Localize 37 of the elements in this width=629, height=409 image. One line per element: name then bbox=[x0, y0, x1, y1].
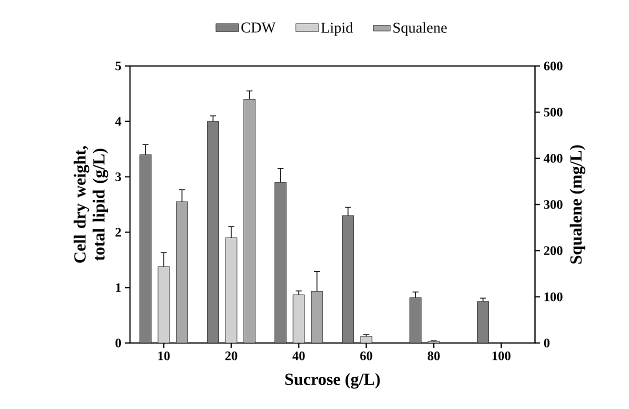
x-tick-label: 80 bbox=[428, 352, 440, 360]
legend-label: Lipid bbox=[321, 22, 353, 36]
y-tick-label: 5 bbox=[116, 62, 122, 70]
bar bbox=[225, 238, 238, 343]
bar bbox=[477, 301, 489, 343]
y2-tick-label: 500 bbox=[544, 108, 562, 117]
y2-tick-label: 200 bbox=[544, 246, 562, 256]
y-tick-label: 1 bbox=[116, 283, 121, 292]
legend-label: CDW bbox=[241, 22, 276, 33]
bar bbox=[140, 154, 152, 343]
bar bbox=[176, 202, 188, 343]
bar bbox=[410, 297, 422, 343]
bar bbox=[207, 121, 219, 343]
y-axis-title: Cell dry weight, total lipid (g/L) bbox=[74, 146, 108, 263]
x-tick-label: 40 bbox=[292, 352, 305, 360]
y-tick-label: 4 bbox=[115, 117, 122, 126]
y-tick-label: 2 bbox=[116, 228, 121, 236]
legend-label: Squalene bbox=[393, 22, 447, 36]
bar bbox=[244, 99, 256, 343]
y-tick-label: 3 bbox=[115, 172, 122, 182]
bar bbox=[274, 182, 286, 343]
bar bbox=[292, 294, 305, 343]
x-tick-label: 10 bbox=[158, 352, 170, 360]
y2-tick-label: 300 bbox=[544, 200, 562, 209]
bar bbox=[311, 291, 323, 343]
y2-tick-label: 400 bbox=[544, 154, 562, 163]
y2-tick-label: 600 bbox=[544, 62, 562, 70]
x-tick-label: 60 bbox=[360, 352, 372, 360]
y2-tick-label: 100 bbox=[544, 292, 562, 302]
y2-axis-title: Squalene (mg/L) bbox=[570, 145, 586, 264]
x-tick-label: 100 bbox=[492, 352, 510, 360]
y-tick-label: 0 bbox=[116, 338, 121, 348]
bar bbox=[158, 266, 170, 343]
x-tick-label: 20 bbox=[225, 352, 238, 360]
x-axis-title: Sucrose (g/L) bbox=[285, 373, 380, 389]
bar bbox=[342, 215, 354, 343]
y2-tick-label: 0 bbox=[544, 338, 550, 348]
